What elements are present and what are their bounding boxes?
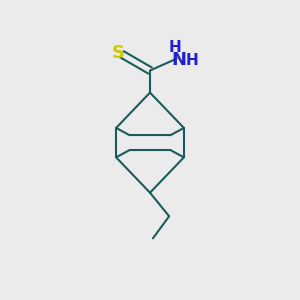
Text: H: H xyxy=(169,40,182,55)
Text: S: S xyxy=(112,44,125,62)
Text: N: N xyxy=(171,51,186,69)
Text: H: H xyxy=(185,53,198,68)
